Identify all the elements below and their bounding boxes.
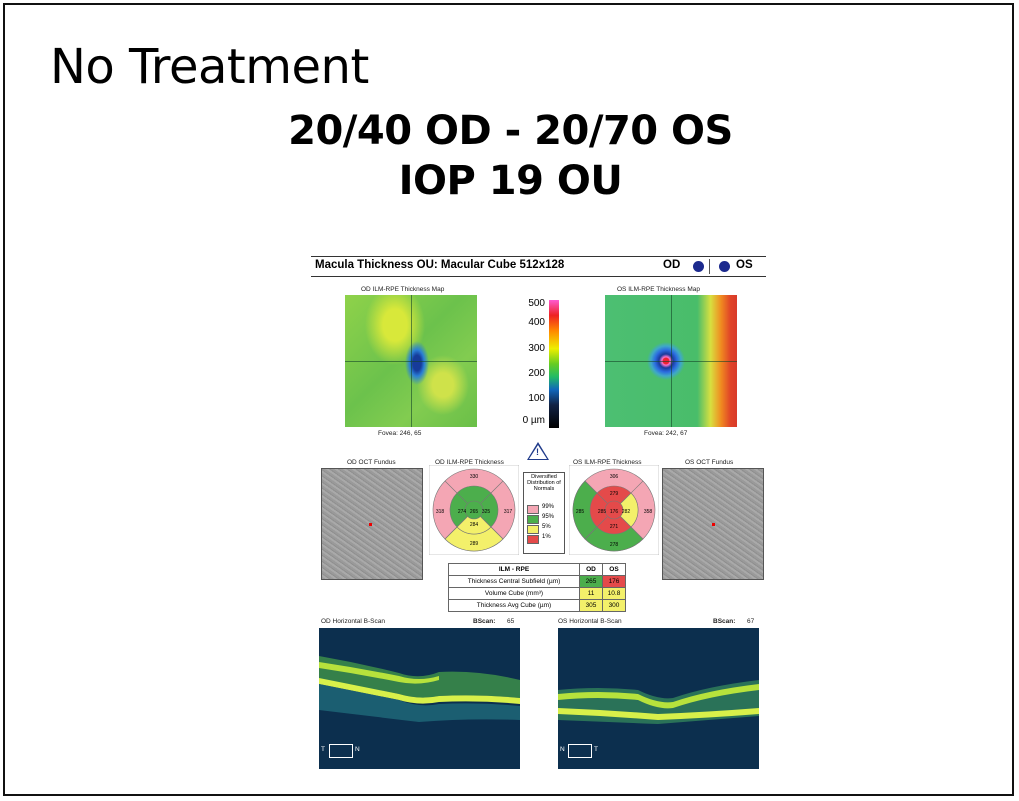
normative-legend: Diversified Distribution of Normals 99% … [523,472,565,554]
od-map-title: OD ILM-RPE Thickness Map [361,286,445,293]
table-header: ILM - RPE [448,563,580,576]
colorbar-label: 300 [528,343,545,354]
od-dot-icon [693,261,704,272]
table-row: Thickness Avg Cube (µm) 305 300 [448,599,626,612]
od-orient-right: N [355,746,360,753]
od-orient-left: T [321,746,325,753]
os-label: OS [736,259,753,271]
legend-item: 95% [542,514,555,520]
od-fundus-image [321,468,423,580]
os-fundus-title: OS OCT Fundus [685,459,734,466]
visual-acuity-line: 20/40 OD - 20/70 OS [288,108,733,154]
os-etdrs-chart: 306 279 176 282 358 285 285 271 278 [569,465,659,555]
orientation-box-icon [568,744,592,758]
od-bscan-number: 65 [507,618,515,625]
table-cell: 10.8 [602,587,626,600]
os-orient-left: N [560,746,565,753]
os-inner-nasal: 282 [622,509,631,515]
table-header: OS [602,563,626,576]
slide-frame: No Treatment 20/40 OD - 20/70 OS IOP 19 … [3,3,1014,796]
od-etdrs-chart: 330 265 325 317 274 318 284 289 [429,465,519,555]
od-outer-nasal: 317 [504,509,513,515]
os-dot-icon [719,261,730,272]
od-outer-inferior: 289 [470,541,479,547]
legend-item: 1% [542,534,551,540]
os-inner-temporal: 285 [598,509,607,515]
os-bscan-label: BScan: [713,618,736,625]
table-cell: Thickness Avg Cube (µm) [448,599,580,612]
table-cell: Volume Cube (mm³) [448,587,580,600]
os-etdrs-title: OS ILM-RPE Thickness [573,459,642,466]
od-outer-superior: 330 [470,474,479,480]
os-inner-inferior: 271 [610,524,619,530]
colorbar-label: 500 [528,298,545,309]
thickness-summary-table: ILM - RPE OD OS Thickness Central Subfie… [448,563,626,612]
table-row: Thickness Central Subfield (µm) 265 176 [448,575,626,588]
slide-title: No Treatment [50,39,369,95]
os-inner-superior: 279 [610,491,619,497]
legend-item: 99% [542,504,555,510]
report-title: Macula Thickness OU: Macular Cube 512x12… [315,259,565,271]
od-bscan-label: BScan: [473,618,496,625]
od-inner-nasal: 325 [482,509,491,515]
thickness-colorbar [549,300,559,428]
od-fovea-text: Fovea: 246, 65 [378,430,422,437]
os-map-title: OS ILM-RPE Thickness Map [617,286,700,293]
colorbar-label: 200 [528,368,545,379]
orientation-box-icon [329,744,353,758]
table-cell: 176 [602,575,626,588]
od-label: OD [663,259,681,271]
colorbar-label: 0 µm [522,415,545,426]
od-bscan-title: OD Horizontal B-Scan [321,618,385,625]
od-inner-inferior: 284 [470,522,479,528]
oct-report: Macula Thickness OU: Macular Cube 512x12… [311,248,766,773]
legend-title: Diversified Distribution of Normals [527,474,561,492]
os-center: 176 [610,509,619,515]
header-separator [709,259,710,274]
os-bscan-number: 67 [747,618,755,625]
iop-line: IOP 19 OU [398,158,623,204]
os-outer-inferior: 278 [610,542,619,548]
od-center: 265 [470,509,479,515]
legend-item: 5% [542,524,551,530]
table-header-row: ILM - RPE OD OS [448,563,626,576]
od-thickness-map [345,295,477,427]
report-header: Macula Thickness OU: Macular Cube 512x12… [311,256,766,277]
os-bscan-title: OS Horizontal B-Scan [558,618,622,625]
os-fovea-text: Fovea: 242, 67 [644,430,688,437]
table-header: OD [579,563,603,576]
os-bscan-image: N T [558,628,759,769]
os-outer-superior: 306 [610,474,619,480]
colorbar-label: 100 [528,393,545,404]
od-etdrs-title: OD ILM-RPE Thickness [435,459,504,466]
os-orient-right: T [594,746,598,753]
table-cell: 300 [602,599,626,612]
od-fundus-title: OD OCT Fundus [347,459,396,466]
os-fundus-image [662,468,764,580]
table-cell: 11 [579,587,603,600]
od-inner-temporal: 274 [458,509,467,515]
table-cell: 265 [579,575,603,588]
colorbar-label: 400 [528,317,545,328]
os-outer-nasal: 358 [644,509,653,515]
os-outer-temporal: 285 [576,509,585,515]
od-outer-temporal: 318 [436,509,445,515]
table-row: Volume Cube (mm³) 11 10.8 [448,587,626,600]
os-thickness-map [605,295,737,427]
table-cell: 305 [579,599,603,612]
table-cell: Thickness Central Subfield (µm) [448,575,580,588]
od-bscan-image: T N [319,628,520,769]
